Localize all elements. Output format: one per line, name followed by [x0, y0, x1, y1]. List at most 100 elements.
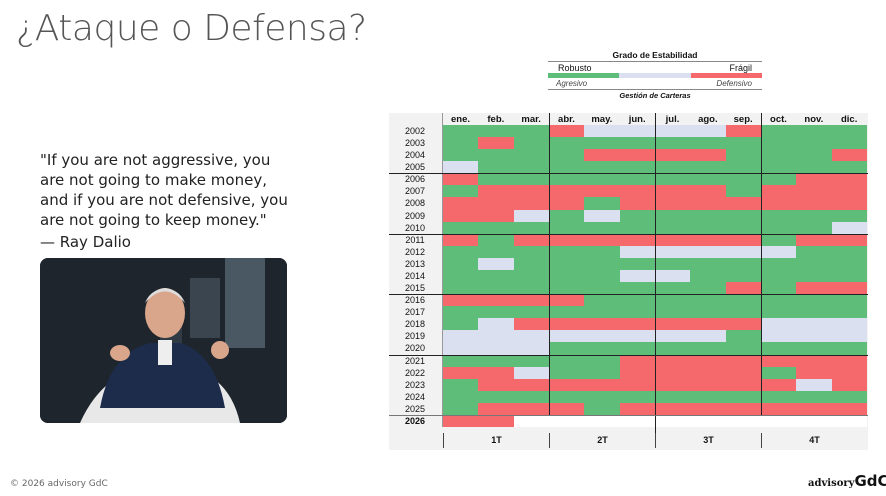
heatmap-cell	[690, 221, 727, 235]
heatmap-cell	[690, 245, 727, 259]
month-header: sep.	[733, 114, 753, 125]
heatmap-cell	[478, 378, 515, 392]
heatmap-cell	[831, 306, 868, 319]
year-label: 2003	[404, 138, 426, 149]
heatmap-cell	[443, 137, 479, 150]
heatmap-cell	[831, 245, 868, 259]
grid-left-border	[442, 113, 443, 427]
quarter-divider	[549, 113, 550, 415]
heatmap-cell	[725, 245, 762, 259]
heatmap-cell	[513, 221, 550, 235]
heatmap-cell	[478, 233, 515, 247]
year-label: 2021	[404, 355, 426, 366]
heatmap-cell	[478, 282, 515, 295]
heatmap-cell	[584, 294, 621, 307]
year-label: 2006	[404, 174, 426, 185]
brand-logo: advisoryGdC	[808, 472, 886, 490]
month-header: mar.	[521, 114, 541, 125]
logo-brand: GdC	[854, 472, 886, 490]
heatmap-cell	[655, 245, 691, 259]
heatmap-cell	[619, 245, 656, 259]
year-label: 2024	[404, 391, 426, 402]
heatmap-cell	[655, 342, 691, 356]
heatmap-cell	[761, 282, 797, 295]
legend-caption: Gestión de Carteras	[619, 91, 691, 100]
heatmap-cell	[831, 185, 868, 198]
heatmap-cell	[796, 137, 833, 150]
heatmap-cell	[725, 354, 762, 368]
heatmap-cell	[725, 294, 762, 307]
heatmap-cell	[690, 330, 727, 343]
heatmap-cell	[690, 125, 727, 138]
heatmap-cell	[690, 354, 727, 368]
heatmap-cell	[549, 378, 585, 392]
heatmap-cell	[478, 354, 515, 368]
heatmap-cell	[796, 161, 833, 174]
heatmap-cell	[619, 342, 656, 356]
heatmap-cell	[725, 378, 762, 392]
heatmap-cell	[443, 173, 479, 186]
heatmap-cell	[478, 390, 515, 404]
heatmap-cell	[725, 209, 762, 223]
heatmap-cell	[831, 282, 868, 295]
heatmap-cell	[690, 161, 727, 174]
page-title: ¿Ataque o Defensa?	[16, 8, 367, 49]
heatmap-cell	[549, 221, 585, 235]
heatmap-cell	[549, 366, 585, 380]
heatmap-cell	[549, 306, 585, 319]
heatmap-cell	[443, 306, 479, 319]
heatmap-cell	[619, 318, 656, 331]
heatmap-cell	[796, 269, 833, 283]
heatmap-cell	[513, 390, 550, 404]
year-label: 2007	[404, 186, 426, 197]
quote-text: "If you are not aggressive, you are not …	[40, 151, 288, 229]
heatmap-cell	[549, 197, 585, 211]
legend-left-label: Robusto	[558, 63, 592, 73]
legend-left-sub: Agresivo	[556, 79, 588, 88]
heatmap-cell	[549, 173, 585, 186]
heatmap-cell	[619, 209, 656, 223]
heatmap-cell	[549, 282, 585, 295]
heatmap-cell	[478, 330, 515, 343]
heatmap-cell	[655, 378, 691, 392]
year-label: 2009	[404, 210, 426, 221]
heatmap-cell	[725, 269, 762, 283]
heatmap-cell	[478, 221, 515, 235]
stability-legend: Grado de Estabilidad Robusto Frágil Agre…	[548, 50, 762, 100]
heatmap-cell	[513, 185, 550, 198]
heatmap-cell	[831, 233, 868, 247]
heatmap-cell	[831, 209, 868, 223]
heatmap-cell	[761, 245, 797, 259]
heatmap-cell	[619, 306, 656, 319]
heatmap-cell	[761, 233, 797, 247]
heatmap-cell	[619, 330, 656, 343]
heatmap-cell	[513, 257, 550, 271]
heatmap-cell	[761, 161, 797, 174]
heatmap-cell	[831, 149, 868, 162]
heatmap-cell	[584, 402, 621, 416]
heatmap-cell	[619, 125, 656, 138]
heatmap-cell	[443, 330, 479, 343]
heatmap-cell	[690, 378, 727, 392]
heatmap-cell	[584, 185, 621, 198]
heatmap-cell	[478, 402, 515, 416]
quarter-label: 4T	[761, 433, 867, 448]
speaker-photo	[40, 258, 287, 423]
heatmap-cell	[443, 269, 479, 283]
heatmap-cell	[796, 378, 833, 392]
heatmap-cell	[584, 330, 621, 343]
heatmap-cell	[796, 342, 833, 356]
quarter-label: 2T	[549, 433, 655, 448]
heatmap-cell	[796, 318, 833, 331]
heatmap-cell	[478, 269, 515, 283]
heatmap-cell	[443, 233, 479, 247]
heatmap-cell	[655, 209, 691, 223]
heatmap-cell	[619, 366, 656, 380]
heatmap-cell	[584, 257, 621, 271]
heatmap-cell	[513, 173, 550, 186]
heatmap-cell	[761, 269, 797, 283]
year-label: 2004	[404, 150, 426, 161]
heatmap-cell	[831, 390, 868, 404]
heatmap-cell	[549, 149, 585, 162]
heatmap-cell	[513, 330, 550, 343]
